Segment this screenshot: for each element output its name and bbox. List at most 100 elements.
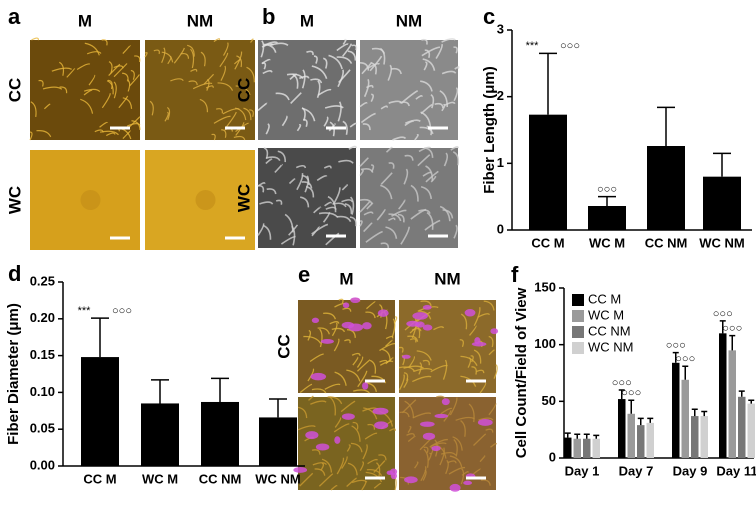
- fiber: [334, 371, 347, 386]
- fiber: [292, 73, 299, 89]
- micrograph: [30, 40, 140, 140]
- fiber: [407, 426, 412, 434]
- error-bar: [618, 389, 625, 400]
- fiber: [488, 335, 494, 348]
- fiber: [401, 399, 417, 414]
- row-label: WC: [5, 186, 24, 214]
- fiber: [213, 38, 221, 43]
- fiber: [311, 223, 329, 235]
- fiber: [416, 350, 432, 361]
- legend-swatch: [572, 294, 584, 306]
- fiber: [149, 100, 154, 116]
- fiber: [190, 48, 195, 69]
- error-bar: [574, 433, 581, 439]
- x-tick-label: WC M: [589, 235, 625, 250]
- fiber: [420, 111, 432, 128]
- y-tick-label: 0.05: [30, 421, 55, 436]
- fiber: [389, 428, 396, 432]
- fiber: [334, 417, 342, 428]
- fiber: [407, 335, 419, 342]
- fiber: [369, 359, 377, 374]
- fiber: [328, 54, 343, 70]
- fiber: [317, 327, 330, 335]
- fiber: [180, 52, 190, 59]
- fiber: [403, 377, 409, 388]
- x-tick-label: CC M: [83, 471, 116, 486]
- micrograph: [360, 148, 458, 248]
- fiber: [310, 78, 323, 84]
- y-tick-label: 0.15: [30, 347, 55, 362]
- fiber: [350, 442, 363, 453]
- fiber: [399, 411, 410, 418]
- annotation: ***: [526, 40, 540, 52]
- fiber: [367, 423, 376, 430]
- fiber: [347, 462, 358, 476]
- fiber: [473, 433, 487, 446]
- fiber: [453, 87, 459, 102]
- fiber: [392, 136, 407, 141]
- error-bar: [719, 320, 726, 334]
- cell: [320, 338, 334, 344]
- bar: [681, 379, 689, 458]
- fiber: [161, 51, 174, 63]
- error-bar: [628, 399, 635, 414]
- fiber: [106, 132, 116, 137]
- fiber: [453, 224, 458, 239]
- fiber: [318, 473, 334, 487]
- fiber: [342, 120, 348, 135]
- fiber: [420, 80, 433, 92]
- fiber: [234, 51, 243, 70]
- fiber: [490, 442, 497, 448]
- fiber: [488, 349, 495, 356]
- cell: [372, 407, 389, 415]
- spot: [80, 190, 101, 210]
- fiber: [126, 79, 131, 92]
- fiber: [351, 479, 368, 484]
- cell: [341, 413, 355, 420]
- panel-letter: c: [483, 4, 495, 29]
- fiber: [265, 156, 281, 162]
- column-label: NM: [434, 269, 460, 288]
- fiber: [265, 123, 270, 135]
- cell: [334, 436, 341, 444]
- fiber: [349, 216, 357, 227]
- fiber: [460, 375, 477, 387]
- cell: [362, 382, 369, 390]
- fiber: [440, 407, 453, 415]
- cell: [315, 443, 330, 451]
- fiber: [365, 311, 376, 319]
- fiber: [333, 423, 350, 433]
- fiber: [398, 346, 404, 353]
- fiber: [99, 121, 108, 128]
- fiber: [342, 307, 352, 312]
- fiber: [433, 326, 445, 331]
- fiber: [421, 46, 441, 57]
- fiber: [327, 396, 343, 405]
- fiber: [296, 172, 304, 191]
- fiber: [380, 172, 393, 185]
- fiber: [353, 389, 370, 394]
- fiber: [43, 103, 51, 110]
- cell: [412, 312, 428, 320]
- fiber: [363, 211, 374, 216]
- fiber: [199, 98, 209, 113]
- x-tick-label: Day 9: [673, 463, 708, 478]
- fiber: [265, 158, 273, 165]
- fiber: [459, 339, 464, 348]
- legend-swatch: [572, 310, 584, 322]
- fiber: [311, 449, 321, 455]
- annotation: ○○○: [597, 184, 617, 196]
- fiber: [261, 58, 271, 65]
- fiber: [363, 222, 373, 233]
- fiber: [430, 93, 435, 109]
- fiber: [288, 224, 299, 236]
- fiber: [454, 66, 460, 70]
- fiber: [323, 116, 329, 127]
- fiber: [346, 444, 351, 452]
- fiber: [42, 86, 63, 90]
- fiber: [130, 69, 135, 80]
- fiber: [153, 49, 160, 55]
- fiber: [341, 456, 348, 469]
- fiber: [434, 102, 444, 109]
- fiber: [469, 325, 477, 336]
